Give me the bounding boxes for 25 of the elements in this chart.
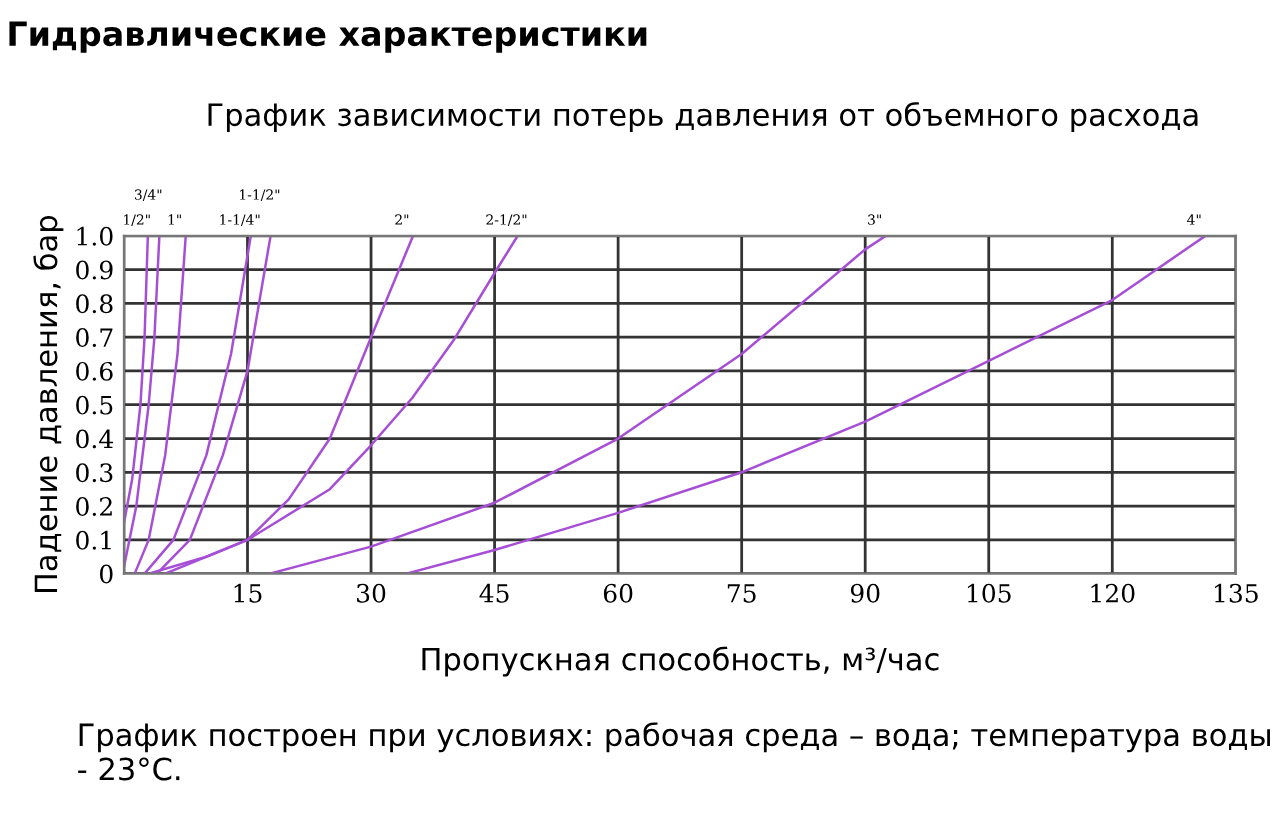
x-tick-label: 30 <box>357 583 386 603</box>
x-tick-label: 90 <box>850 583 880 603</box>
y-tick-label: 0 <box>99 564 113 584</box>
y-tick-label: 0.2 <box>76 497 112 516</box>
y-axis-title: Падение давления, бар <box>33 216 64 593</box>
x-tick-label: 135 <box>1215 583 1258 603</box>
y-tick-label: 0.8 <box>76 294 113 314</box>
y-tick-label: 0.7 <box>76 328 113 348</box>
y-tick-label: 1.0 <box>77 226 113 246</box>
x-tick-label: 45 <box>479 583 509 603</box>
y-tick-label: 0.5 <box>76 395 113 415</box>
x-tick-label: 15 <box>234 583 262 603</box>
text: График построен при условиях: рабочая среда – вода; температура воды - 23°С. <box>78 722 1270 781</box>
x-tick-label: 75 <box>727 584 756 603</box>
x-axis-title: Пропускная способность, м³/час <box>422 646 939 677</box>
y-tick-label: 0.9 <box>76 260 113 280</box>
x-tick-label: 60 <box>603 583 633 603</box>
y-tick-label: 0.3 <box>76 463 113 483</box>
chart-subtitle: График зависимости потерь давления от объемного расхода <box>208 102 1198 133</box>
x-tick-label: 120 <box>1091 583 1135 603</box>
chart-title: Гидравлические характеристики <box>9 21 647 53</box>
y-tick-label: 0.1 <box>76 530 111 550</box>
x-tick-label: 105 <box>967 583 1011 603</box>
y-tick-label: 0.4 <box>76 429 113 449</box>
y-tick-label: 0.6 <box>76 361 113 381</box>
